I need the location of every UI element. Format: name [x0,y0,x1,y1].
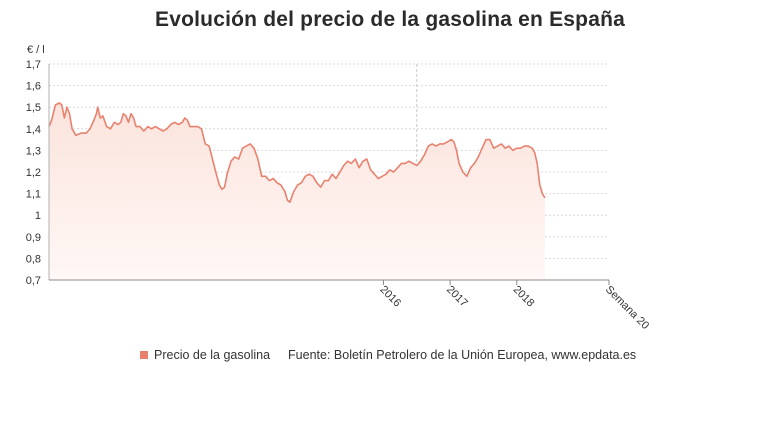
y-tick-label: 1,1 [26,189,41,201]
legend: Precio de la gasolina Fuente: Boletín Pet… [140,348,636,362]
y-tick-label: 1,7 [26,59,41,71]
y-tick-label: 1 [35,210,41,222]
y-axis-unit-label: € / l [27,44,45,56]
chart-title: Evolución del precio de la gasolina en E… [155,8,625,31]
y-tick-label: 0,8 [26,253,41,265]
y-tick-label: 1,3 [26,145,41,157]
y-tick-label: 1,5 [26,102,41,114]
source-note: Fuente: Boletín Petrolero de la Unión Eu… [288,348,637,362]
series-line [48,102,546,203]
x-tick-label: 2017 [444,284,470,310]
legend-swatch [140,351,148,359]
x-tick-label: 2016 [377,284,403,310]
series-area-fill [49,102,545,281]
y-tick-label: 0,9 [26,232,41,244]
y-tick-label: 0,7 [26,275,41,287]
x-tick-label: 2018 [511,284,537,310]
y-tick-label: 1,4 [26,124,41,136]
legend-series-label: Precio de la gasolina [154,348,271,362]
y-tick-label: 1,2 [26,167,41,179]
x-tick-label: Semana 20 [603,284,651,332]
y-tick-label: 1,6 [26,81,41,93]
